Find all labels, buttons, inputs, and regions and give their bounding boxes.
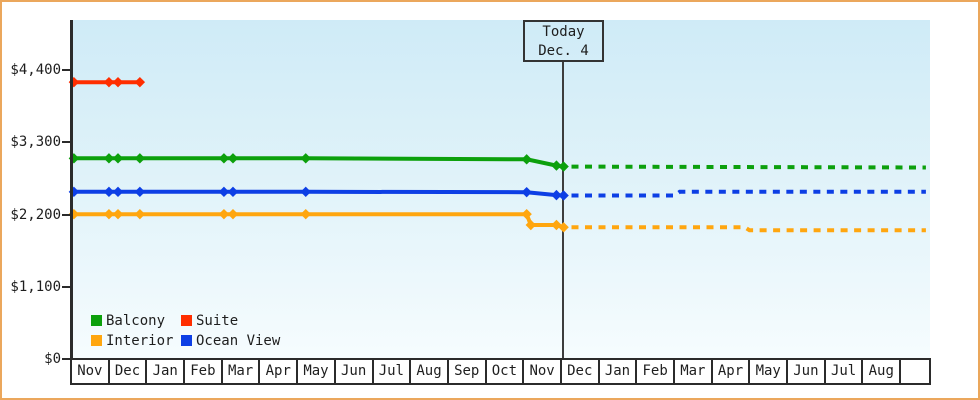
month-row-filler — [901, 360, 929, 383]
month-label: Jul — [374, 360, 412, 383]
y-axis-line — [70, 20, 73, 360]
y-axis-label: $0 — [44, 351, 61, 367]
legend-item: Suite — [181, 311, 280, 330]
month-label: May — [298, 360, 336, 383]
legend-label: Ocean View — [196, 332, 281, 349]
legend-item: Balcony — [91, 311, 181, 330]
month-label: Jan — [147, 360, 186, 383]
today-label: Today — [542, 24, 585, 40]
month-label: Sep — [449, 360, 487, 383]
month-label: Feb — [637, 360, 675, 383]
legend-label: Interior — [106, 332, 174, 349]
month-label: Aug — [411, 360, 449, 383]
y-axis-label: $2,200 — [10, 206, 61, 223]
month-label: Jan — [600, 360, 638, 383]
month-label: Dec — [562, 360, 600, 383]
y-axis-tick — [62, 213, 71, 216]
y-axis-label: $4,400 — [10, 62, 61, 78]
legend-item: Ocean View — [181, 331, 280, 350]
month-label: Jun — [788, 360, 826, 383]
y-axis-tick — [62, 358, 71, 360]
month-label: Nov — [72, 360, 110, 383]
x-axis-month-row: Nov Dec Jan Feb Mar Apr May Jun Jul Aug Sep Oct Nov D… — [70, 358, 931, 385]
legend-label: Balcony — [106, 312, 166, 329]
y-axis-tick — [62, 141, 71, 144]
month-label: Mar — [675, 360, 713, 383]
legend: Balcony Suite Interior Ocean View — [91, 311, 280, 350]
month-label: Feb — [185, 360, 223, 383]
month-label: Jun — [336, 360, 374, 383]
month-label: Aug — [863, 360, 902, 383]
month-label: Nov — [524, 360, 562, 383]
plot-area — [72, 20, 930, 358]
month-label: Mar — [223, 360, 261, 383]
month-label: Apr — [713, 360, 751, 383]
legend-swatch-icon — [181, 335, 192, 346]
month-label: Apr — [260, 360, 299, 383]
y-axis-label: $1,100 — [10, 278, 61, 295]
legend-swatch-icon — [91, 335, 102, 346]
y-axis-tick — [62, 69, 71, 71]
legend-swatch-icon — [91, 315, 102, 326]
legend-item: Interior — [91, 331, 181, 350]
y-axis-label: $3,300 — [10, 134, 61, 151]
y-axis-tick — [62, 285, 71, 288]
legend-swatch-icon — [181, 315, 192, 326]
today-date: Dec. 4 — [538, 43, 589, 59]
month-label: Jul — [826, 360, 864, 383]
month-label: Oct — [487, 360, 525, 383]
today-box: Today Dec. 4 — [523, 20, 604, 62]
month-label: Dec — [110, 360, 148, 383]
legend-label: Suite — [196, 312, 239, 329]
today-vertical-line — [562, 60, 564, 358]
month-label: May — [750, 360, 789, 383]
